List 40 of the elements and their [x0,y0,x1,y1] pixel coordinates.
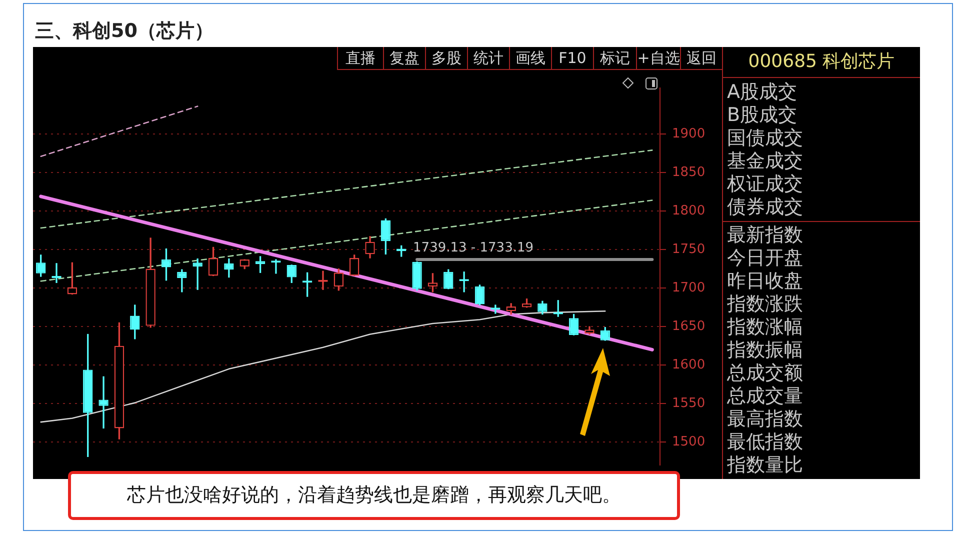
text: 权证成交 [727,173,803,195]
chart-title: 三、科创50（芯片） [35,19,214,44]
y-tick-label: 1550 [672,396,706,411]
y-tick-label: 1750 [672,242,706,257]
text: 画线 [509,47,551,70]
text: 指数涨跌 [727,293,803,315]
text: 指数涨幅 [727,316,803,338]
text: 返回 [680,47,722,70]
text: 指数量比 [727,454,803,476]
y-tick-label: 1500 [672,434,706,450]
text: 复盘 [383,47,425,70]
text: 最新指数 [727,224,803,246]
y-tick-label: 1600 [672,357,706,372]
text: 总成交额 [727,362,803,384]
y-tick-label: 1800 [672,203,706,218]
text: 昨日收盘 [727,270,803,292]
text: 总成交量 [727,385,803,407]
candlestick [52,263,62,283]
text: 指数振幅 [727,339,803,361]
text: 国债成交 [727,127,803,149]
text: 统计 [467,47,509,70]
text: 最高指数 [727,408,803,430]
y-tick-label: 1900 [672,126,706,142]
text: 最低指数 [727,431,803,453]
text: 芯片也没啥好说的，沿着趋势线也是磨蹭，再观察几天吧。 [68,471,680,520]
annotation: 1739.13 - 1733.19 [413,240,534,256]
text: 标记 [593,47,636,70]
text: +自选 [636,47,680,70]
text: 今日开盘 [727,247,803,269]
text: A股成交 [727,81,797,103]
text: 债券成交 [727,196,803,218]
y-tick-label: 1650 [672,318,706,334]
text: 直播 [337,47,383,70]
text: F10 [551,47,593,70]
y-tick-label: 1850 [672,164,706,180]
text: 000685 科创芯片 [722,47,920,78]
text: 多股 [425,47,467,70]
text: 基金成交 [727,150,803,172]
y-tick-label: 1700 [672,280,706,296]
text: B股成交 [727,104,798,126]
